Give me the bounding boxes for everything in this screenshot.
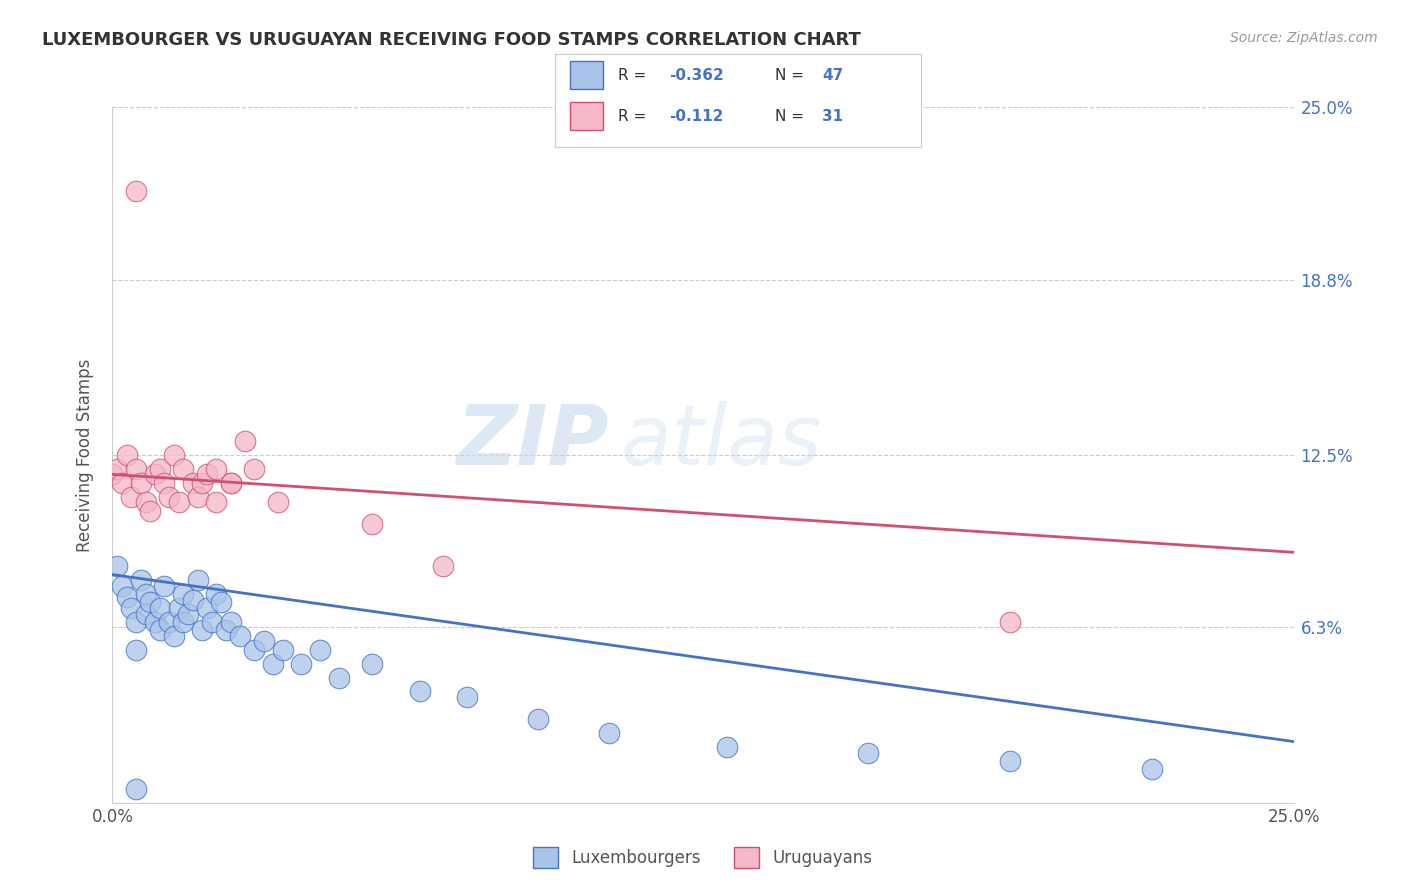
- Point: [219, 615, 242, 629]
- Point: [233, 434, 256, 448]
- Point: [201, 615, 224, 629]
- Legend: Luxembourgers, Uruguayans: Luxembourgers, Uruguayans: [527, 841, 879, 874]
- Point: [120, 601, 142, 615]
- Point: [181, 592, 204, 607]
- Point: [858, 746, 880, 760]
- Point: [432, 559, 454, 574]
- Point: [157, 490, 180, 504]
- Point: [229, 629, 252, 643]
- Point: [111, 475, 134, 490]
- Point: [205, 495, 228, 509]
- Point: [262, 657, 284, 671]
- Point: [998, 615, 1021, 629]
- Point: [195, 601, 218, 615]
- Point: [115, 590, 138, 604]
- Point: [191, 624, 214, 638]
- Text: N =: N =: [775, 109, 808, 124]
- Point: [143, 467, 166, 482]
- Point: [111, 579, 134, 593]
- Point: [172, 462, 194, 476]
- Point: [163, 629, 186, 643]
- Point: [186, 490, 208, 504]
- Point: [157, 615, 180, 629]
- Point: [125, 781, 148, 796]
- Point: [309, 642, 332, 657]
- Point: [125, 615, 148, 629]
- Point: [135, 495, 157, 509]
- Point: [408, 684, 430, 698]
- Point: [135, 607, 157, 621]
- Point: [328, 671, 350, 685]
- Point: [243, 462, 266, 476]
- Text: R =: R =: [617, 68, 651, 83]
- Point: [172, 615, 194, 629]
- Point: [135, 587, 157, 601]
- Point: [361, 517, 384, 532]
- Point: [253, 634, 276, 648]
- Y-axis label: Receiving Food Stamps: Receiving Food Stamps: [76, 359, 94, 551]
- Text: LUXEMBOURGER VS URUGUAYAN RECEIVING FOOD STAMPS CORRELATION CHART: LUXEMBOURGER VS URUGUAYAN RECEIVING FOOD…: [42, 31, 860, 49]
- Point: [716, 740, 738, 755]
- Point: [526, 712, 548, 726]
- FancyBboxPatch shape: [569, 61, 603, 89]
- Point: [143, 615, 166, 629]
- Point: [290, 657, 312, 671]
- Point: [205, 587, 228, 601]
- Point: [163, 448, 186, 462]
- Point: [172, 587, 194, 601]
- Point: [125, 184, 148, 198]
- Point: [177, 607, 200, 621]
- Point: [998, 754, 1021, 768]
- Point: [191, 475, 214, 490]
- Point: [361, 657, 384, 671]
- Point: [125, 462, 148, 476]
- Text: ZIP: ZIP: [456, 401, 609, 482]
- Point: [149, 624, 172, 638]
- Text: 31: 31: [823, 109, 844, 124]
- FancyBboxPatch shape: [569, 103, 603, 130]
- Text: atlas: atlas: [620, 401, 823, 482]
- Point: [219, 475, 242, 490]
- Text: -0.112: -0.112: [669, 109, 723, 124]
- Point: [243, 642, 266, 657]
- Point: [153, 579, 176, 593]
- Point: [139, 595, 162, 609]
- Point: [195, 467, 218, 482]
- Point: [115, 448, 138, 462]
- Point: [129, 573, 152, 587]
- Point: [219, 475, 242, 490]
- Point: [167, 601, 190, 615]
- Text: N =: N =: [775, 68, 808, 83]
- Point: [456, 690, 478, 704]
- Point: [271, 642, 294, 657]
- Text: 47: 47: [823, 68, 844, 83]
- Point: [105, 559, 128, 574]
- Text: -0.362: -0.362: [669, 68, 724, 83]
- Point: [105, 462, 128, 476]
- Point: [153, 475, 176, 490]
- Point: [186, 573, 208, 587]
- Point: [598, 726, 620, 740]
- Text: Source: ZipAtlas.com: Source: ZipAtlas.com: [1230, 31, 1378, 45]
- Point: [205, 462, 228, 476]
- Point: [149, 462, 172, 476]
- Point: [1140, 763, 1163, 777]
- Point: [181, 475, 204, 490]
- Point: [209, 595, 232, 609]
- Point: [101, 467, 124, 482]
- Text: R =: R =: [617, 109, 651, 124]
- Point: [139, 503, 162, 517]
- Point: [215, 624, 238, 638]
- Point: [120, 490, 142, 504]
- Point: [267, 495, 290, 509]
- Point: [129, 475, 152, 490]
- Point: [125, 642, 148, 657]
- Point: [167, 495, 190, 509]
- Point: [149, 601, 172, 615]
